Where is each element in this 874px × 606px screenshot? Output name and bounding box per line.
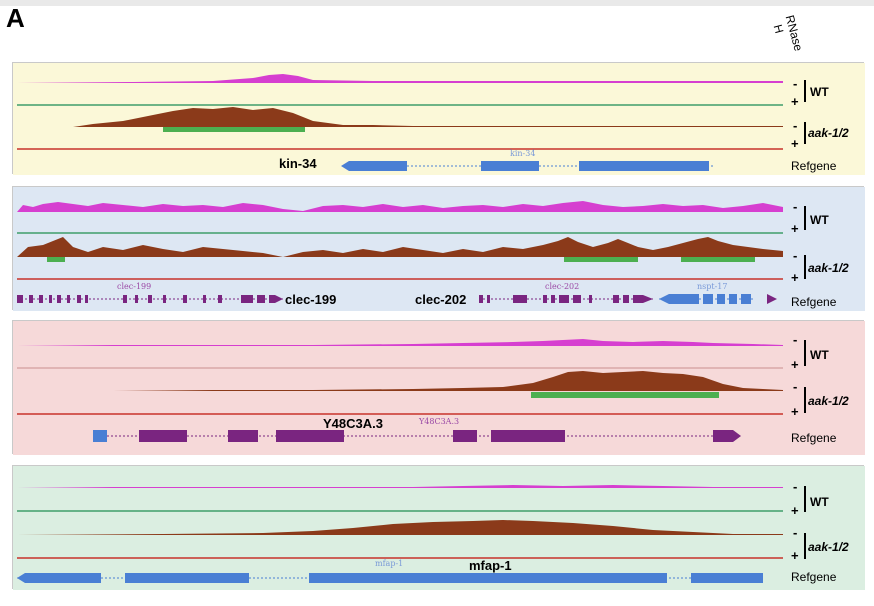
label-plus: + [791, 94, 799, 109]
label-mutant: aak-1/2 [808, 540, 849, 554]
panel-y48c3a3-tracks [13, 321, 865, 455]
bracket-mutant [804, 255, 806, 279]
gene-small-label-kin-34: kin-34 [510, 149, 536, 158]
track-wt-minus [17, 74, 783, 83]
gene-label-kin-34: kin-34 [279, 156, 317, 171]
label-plus: + [791, 404, 799, 419]
label-refgene: Refgene [791, 431, 837, 445]
panel-y48c3a3: Y48C3A.3 Y48C3A.3 [12, 320, 865, 455]
bracket-wt [804, 80, 806, 102]
panel-clec: clec-199 clec-202 clec-199 clec-202 nspt… [12, 186, 865, 311]
bracket-wt [804, 486, 806, 512]
label-refgene: Refgene [791, 570, 837, 584]
gene-label-clec-199: clec-199 [285, 292, 337, 307]
gene-small-label-nspt-17: nspt-17 [697, 282, 728, 291]
label-plus: + [791, 503, 799, 518]
label-wt: WT [810, 85, 829, 99]
panel-kin-34: kin-34 kin-34 [12, 62, 865, 175]
peak-mutant [163, 127, 305, 132]
gene-arrow [767, 294, 777, 304]
bracket-wt [804, 206, 806, 230]
label-refgene: Refgene [791, 159, 837, 173]
gene-arrow [341, 161, 349, 171]
label-plus: + [791, 136, 799, 151]
track-wt-minus [17, 339, 783, 346]
gene-small-label-clec-199: clec-199 [117, 282, 152, 291]
panel-clec-tracks [13, 187, 865, 311]
panel-mfap-1: mfap-1 mfap-1 [12, 465, 865, 590]
label-minus: - [793, 525, 798, 540]
label-refgene: Refgene [791, 295, 837, 309]
gene-label-mfap-1: mfap-1 [469, 558, 512, 573]
peak-mutant [47, 257, 65, 262]
bracket-wt [804, 340, 806, 366]
label-minus: - [793, 248, 798, 263]
gene-clec-199-exons [17, 295, 283, 303]
label-wt: WT [810, 213, 829, 227]
gene-exon [93, 430, 107, 442]
label-plus: + [791, 357, 799, 372]
label-mutant: aak-1/2 [808, 126, 849, 140]
gene-nspt-17-exons [659, 294, 751, 304]
top-border [0, 0, 874, 6]
gene-mfap-1-exons [17, 573, 763, 583]
gene-label-clec-202: clec-202 [415, 292, 467, 307]
gene-small-label-y48c3a3: Y48C3A.3 [419, 417, 460, 426]
track-mutant-minus [17, 520, 783, 535]
gene-exon [349, 161, 407, 171]
peak-mutant [531, 392, 719, 398]
label-mutant: aak-1/2 [808, 261, 849, 275]
gene-exon [579, 161, 709, 171]
label-minus: - [793, 118, 798, 133]
panel-mfap-1-tracks [13, 466, 865, 590]
bracket-mutant [804, 387, 806, 413]
peak-mutant [564, 257, 638, 262]
label-wt: WT [810, 348, 829, 362]
track-mutant-minus [17, 237, 783, 257]
gene-small-label-mfap-1: mfap-1 [375, 559, 404, 568]
label-minus: - [793, 199, 798, 214]
gene-exon [481, 161, 539, 171]
gene-clec-202-exons [479, 295, 653, 303]
label-plus: + [791, 548, 799, 563]
gene-small-label-clec-202: clec-202 [545, 282, 580, 291]
bracket-mutant [804, 533, 806, 559]
label-minus: - [793, 332, 798, 347]
track-wt-minus [17, 485, 783, 488]
track-wt-minus [17, 201, 783, 212]
label-plus: + [791, 221, 799, 236]
label-wt: WT [810, 495, 829, 509]
label-mutant: aak-1/2 [808, 394, 849, 408]
label-plus: + [791, 270, 799, 285]
track-mutant-minus [17, 107, 783, 127]
label-minus: - [793, 379, 798, 394]
label-minus: - [793, 479, 798, 494]
gene-y48c3a3-exons [139, 430, 741, 442]
gene-label-y48c3a3: Y48C3A.3 [323, 416, 383, 431]
bracket-mutant [804, 122, 806, 144]
panel-kin-34-tracks [13, 63, 865, 175]
panel-letter: A [6, 3, 25, 33]
peak-mutant [681, 257, 755, 262]
track-mutant-minus [17, 371, 783, 391]
label-minus: - [793, 76, 798, 91]
